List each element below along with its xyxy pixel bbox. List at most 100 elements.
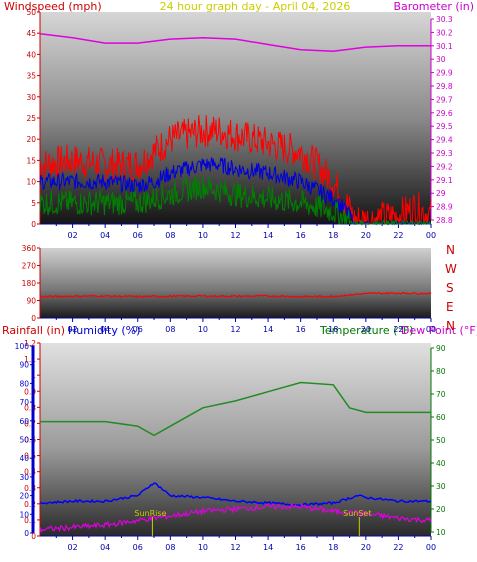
dir-x-tick-label: 14	[263, 325, 273, 334]
wind-direction-series	[39, 291, 432, 299]
temp-x-tick-label: 10	[198, 543, 208, 552]
humidity-tick-label: 10	[19, 510, 29, 519]
temp-tick-label: 20	[436, 505, 446, 514]
wind-x-tick-label: 02	[67, 231, 77, 240]
humidity-series	[39, 482, 432, 507]
temperature-title: Temperature (°F)	[319, 324, 414, 337]
wind-x-tick-label: 06	[133, 231, 143, 240]
humidity-tick-label: 20	[19, 492, 29, 501]
baro-tick-label: 30.1	[436, 42, 453, 51]
temp-x-tick-label: 22	[393, 543, 403, 552]
dir-tick-label: 90	[26, 297, 36, 306]
baro-tick-label: 29.1	[436, 176, 453, 185]
dir-letter-s: S	[446, 281, 454, 295]
wind-panel-bg	[40, 12, 431, 224]
rain-tick-label: 0.5	[24, 452, 36, 461]
wind-x-tick-label: 16	[296, 231, 306, 240]
baro-tick-label: 29.4	[436, 136, 453, 145]
marks-layer: SunRise SunSet	[39, 32, 432, 536]
humidity-title: Humidity (%)	[68, 324, 140, 337]
direction-panel-bg	[40, 248, 431, 318]
temp-x-tick-label: 00	[426, 543, 436, 552]
baro-tick-label: 29.2	[436, 162, 453, 171]
wind-x-tick-label: 04	[100, 231, 110, 240]
dir-tick-label: 270	[22, 262, 37, 271]
axes-layer: 0 5 10 15 20 25 30 35 40 45 50 28.8 28.9 29 29.1 29.2 29…	[15, 8, 453, 552]
temp-panel-bg	[40, 343, 431, 536]
humidity-tick-label: 30	[19, 473, 29, 482]
rainfall-title: Rainfall (in)	[2, 324, 65, 337]
wind-tick-label: 40	[26, 50, 36, 59]
rain-tick-label: 0.3	[24, 484, 36, 493]
dir-x-tick-label: 00	[426, 325, 436, 334]
temperature-series	[40, 381, 431, 437]
wind-x-tick-label: 22	[393, 231, 403, 240]
dir-x-tick-label: 06	[133, 325, 143, 334]
sunrise-label: SunRise	[134, 509, 166, 518]
rain-tick-label: 0.9	[24, 387, 36, 396]
wind-tick-label: 25	[26, 114, 36, 123]
rain-tick-label: 1.2	[24, 339, 36, 348]
humidity-tick-label: 80	[19, 379, 29, 388]
dir-x-tick-label: 08	[165, 325, 175, 334]
humidity-tick-label: 90	[19, 361, 29, 370]
rain-tick-label: 0.8	[24, 403, 36, 412]
baro-tick-label: 29.9	[436, 69, 453, 78]
dir-tick-label: 360	[22, 244, 37, 253]
temp-tick-label: 90	[436, 344, 446, 353]
temp-x-tick-label: 08	[165, 543, 175, 552]
baro-tick-label: 29.5	[436, 122, 453, 131]
rain-tick-label: 0.2	[24, 500, 36, 509]
temp-x-tick-label: 12	[230, 543, 240, 552]
wind-x-tick-label: 08	[165, 231, 175, 240]
temp-x-tick-label: 20	[361, 543, 371, 552]
temp-tick-label: 40	[436, 459, 446, 468]
barometer-title: Barometer (in)	[394, 0, 475, 13]
wind-x-tick-label: 14	[263, 231, 273, 240]
temp-tick-label: 80	[436, 367, 446, 376]
windspeed-title: Windspeed (mph)	[4, 0, 102, 13]
baro-tick-label: 29	[436, 189, 446, 198]
rain-tick-label: 1.1	[24, 355, 36, 364]
dir-tick-label: 0	[31, 314, 36, 323]
baro-tick-label: 30.2	[436, 28, 453, 37]
dir-tick-label: 180	[22, 279, 37, 288]
temp-tick-label: 60	[436, 413, 446, 422]
temp-tick-label: 50	[436, 436, 446, 445]
dir-letter-w: W	[445, 262, 457, 276]
baro-tick-label: 30	[436, 55, 446, 64]
humidity-tick-label: 60	[19, 417, 29, 426]
wind-tick-label: 15	[26, 156, 36, 165]
wind-x-tick-label: 12	[230, 231, 240, 240]
dir-x-tick-label: 12	[230, 325, 240, 334]
rain-tick-label: 0.4	[24, 468, 36, 477]
wind-tick-label: 20	[26, 135, 36, 144]
wind-tick-label: 50	[26, 8, 36, 17]
wind-tick-label: 0	[31, 220, 36, 229]
temp-x-tick-label: 02	[67, 543, 77, 552]
dir-x-tick-label: 02	[67, 325, 77, 334]
wind-x-tick-label: 10	[198, 231, 208, 240]
wind-avg-series	[39, 157, 431, 226]
baro-tick-label: 30.3	[436, 15, 453, 24]
wind-x-tick-label: 20	[361, 231, 371, 240]
baro-tick-label: 29.6	[436, 109, 453, 118]
humidity-tick-label: 100	[15, 342, 30, 351]
temp-x-tick-label: 16	[296, 543, 306, 552]
graph-title: 24 hour graph day - April 04, 2026	[160, 0, 351, 13]
temp-tick-label: 70	[436, 390, 446, 399]
dir-x-tick-label: 04	[100, 325, 110, 334]
rain-tick-label: 0.7	[24, 419, 36, 428]
baro-tick-label: 28.9	[436, 203, 453, 212]
temp-x-tick-label: 14	[263, 543, 273, 552]
baro-tick-label: 29.7	[436, 95, 453, 104]
temp-x-tick-label: 18	[328, 543, 338, 552]
dir-x-tick-label: 10	[198, 325, 208, 334]
dir-letter-e: E	[446, 300, 454, 314]
dir-x-tick-label: 22	[393, 325, 403, 334]
wind-x-tick-label: 18	[328, 231, 338, 240]
baro-tick-label: 28.8	[436, 216, 453, 225]
dewpoint-title: Dew Point (°F)	[401, 324, 477, 337]
dir-letter-n-top: N	[446, 243, 455, 257]
